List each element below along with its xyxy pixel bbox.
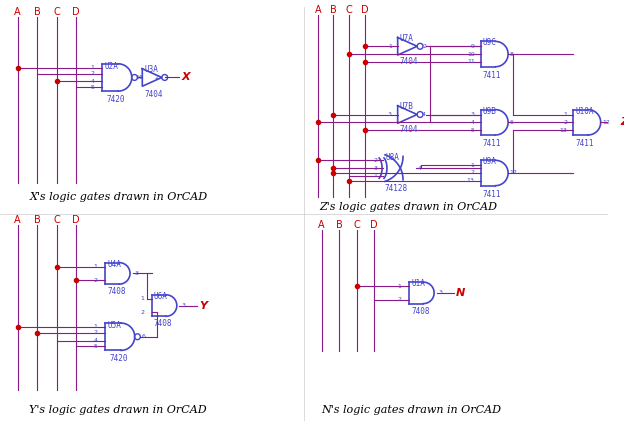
Text: D: D	[72, 215, 80, 225]
Text: 2: 2	[563, 120, 567, 125]
Text: 4: 4	[422, 112, 426, 117]
Text: C: C	[346, 5, 353, 15]
Text: 74128: 74128	[385, 184, 408, 192]
Text: C: C	[53, 215, 60, 225]
Text: 1: 1	[563, 112, 567, 117]
Text: X: X	[182, 73, 190, 82]
Text: U8A: U8A	[386, 153, 400, 162]
Text: B: B	[34, 7, 41, 17]
Text: 2: 2	[373, 158, 377, 163]
Text: 1: 1	[90, 65, 95, 70]
Text: 7420: 7420	[106, 95, 125, 104]
Text: U7B: U7B	[399, 102, 414, 111]
Text: 2: 2	[90, 71, 95, 76]
Text: 13: 13	[467, 178, 475, 183]
Text: 2: 2	[140, 310, 144, 315]
Text: N: N	[456, 288, 466, 298]
Text: N's logic gates drawn in OrCAD: N's logic gates drawn in OrCAD	[321, 405, 502, 415]
Text: 4: 4	[418, 166, 422, 170]
Text: U2A: U2A	[104, 62, 118, 71]
Text: 2: 2	[94, 278, 97, 283]
Text: U9B: U9B	[482, 107, 496, 116]
Text: 1: 1	[373, 173, 377, 179]
Text: 2: 2	[422, 44, 426, 49]
Text: U4A: U4A	[107, 260, 121, 269]
Text: U3A: U3A	[144, 65, 158, 74]
Text: 1: 1	[94, 264, 97, 269]
Text: 6: 6	[510, 120, 514, 125]
Text: Y's logic gates drawn in OrCAD: Y's logic gates drawn in OrCAD	[29, 405, 207, 415]
Text: Z's logic gates drawn in OrCAD: Z's logic gates drawn in OrCAD	[319, 202, 498, 212]
Text: 7404: 7404	[399, 125, 418, 134]
Text: D: D	[371, 220, 378, 229]
Text: C: C	[353, 220, 360, 229]
Text: 7411: 7411	[482, 139, 501, 148]
Text: 5: 5	[90, 85, 95, 90]
Text: 3: 3	[388, 112, 392, 117]
Text: 2: 2	[470, 170, 475, 176]
Text: Z: Z	[620, 117, 624, 127]
Text: 1: 1	[397, 284, 402, 289]
Text: 10: 10	[467, 52, 475, 56]
Text: X's logic gates drawn in OrCAD: X's logic gates drawn in OrCAD	[29, 192, 207, 202]
Text: 3: 3	[439, 290, 442, 296]
Text: 8: 8	[510, 52, 514, 56]
Text: 6: 6	[139, 75, 142, 80]
Text: 9: 9	[470, 44, 475, 49]
Text: B: B	[336, 220, 343, 229]
Text: A: A	[314, 5, 321, 15]
Text: B: B	[34, 215, 41, 225]
Text: 4: 4	[94, 338, 97, 343]
Text: 4: 4	[470, 120, 475, 125]
Text: U6A: U6A	[154, 292, 168, 301]
Text: 7408: 7408	[411, 307, 430, 315]
Text: 1: 1	[94, 324, 97, 329]
Text: 1: 1	[388, 44, 392, 49]
Text: 3: 3	[135, 271, 139, 276]
Text: D: D	[72, 7, 80, 17]
Text: 7404: 7404	[399, 57, 418, 66]
Text: 1: 1	[140, 296, 144, 301]
Text: 1: 1	[470, 163, 475, 167]
Text: 3: 3	[373, 166, 377, 170]
Text: 3: 3	[470, 112, 475, 117]
Text: U7A: U7A	[399, 33, 414, 42]
Text: U10A: U10A	[575, 107, 593, 116]
Text: A: A	[14, 215, 21, 225]
Text: C: C	[53, 7, 60, 17]
Text: 1: 1	[135, 75, 139, 80]
Text: 2: 2	[94, 330, 97, 335]
Text: U9A: U9A	[482, 157, 496, 166]
Text: 4: 4	[90, 79, 95, 84]
Text: A: A	[318, 220, 325, 229]
Text: 11: 11	[467, 59, 475, 64]
Text: 7411: 7411	[482, 190, 501, 198]
Text: 7408: 7408	[107, 287, 125, 296]
Text: 7408: 7408	[154, 319, 172, 328]
Text: 7420: 7420	[109, 354, 128, 363]
Text: 5: 5	[94, 344, 97, 349]
Text: 12: 12	[510, 170, 518, 176]
Text: 7404: 7404	[144, 90, 163, 99]
Text: U9C: U9C	[482, 39, 496, 47]
Text: B: B	[330, 5, 337, 15]
Text: 6: 6	[141, 334, 145, 339]
Text: 3: 3	[182, 303, 185, 308]
Text: 7411: 7411	[482, 71, 501, 80]
Text: 2: 2	[397, 297, 402, 302]
Text: U5A: U5A	[107, 321, 121, 330]
Text: 13: 13	[559, 128, 567, 133]
Text: D: D	[361, 5, 368, 15]
Text: 5: 5	[470, 128, 475, 133]
Text: Y: Y	[199, 301, 207, 310]
Text: 2: 2	[155, 75, 159, 80]
Text: A: A	[14, 7, 21, 17]
Text: U1A: U1A	[411, 279, 425, 288]
Text: 12: 12	[602, 120, 610, 125]
Text: 7411: 7411	[575, 139, 593, 148]
